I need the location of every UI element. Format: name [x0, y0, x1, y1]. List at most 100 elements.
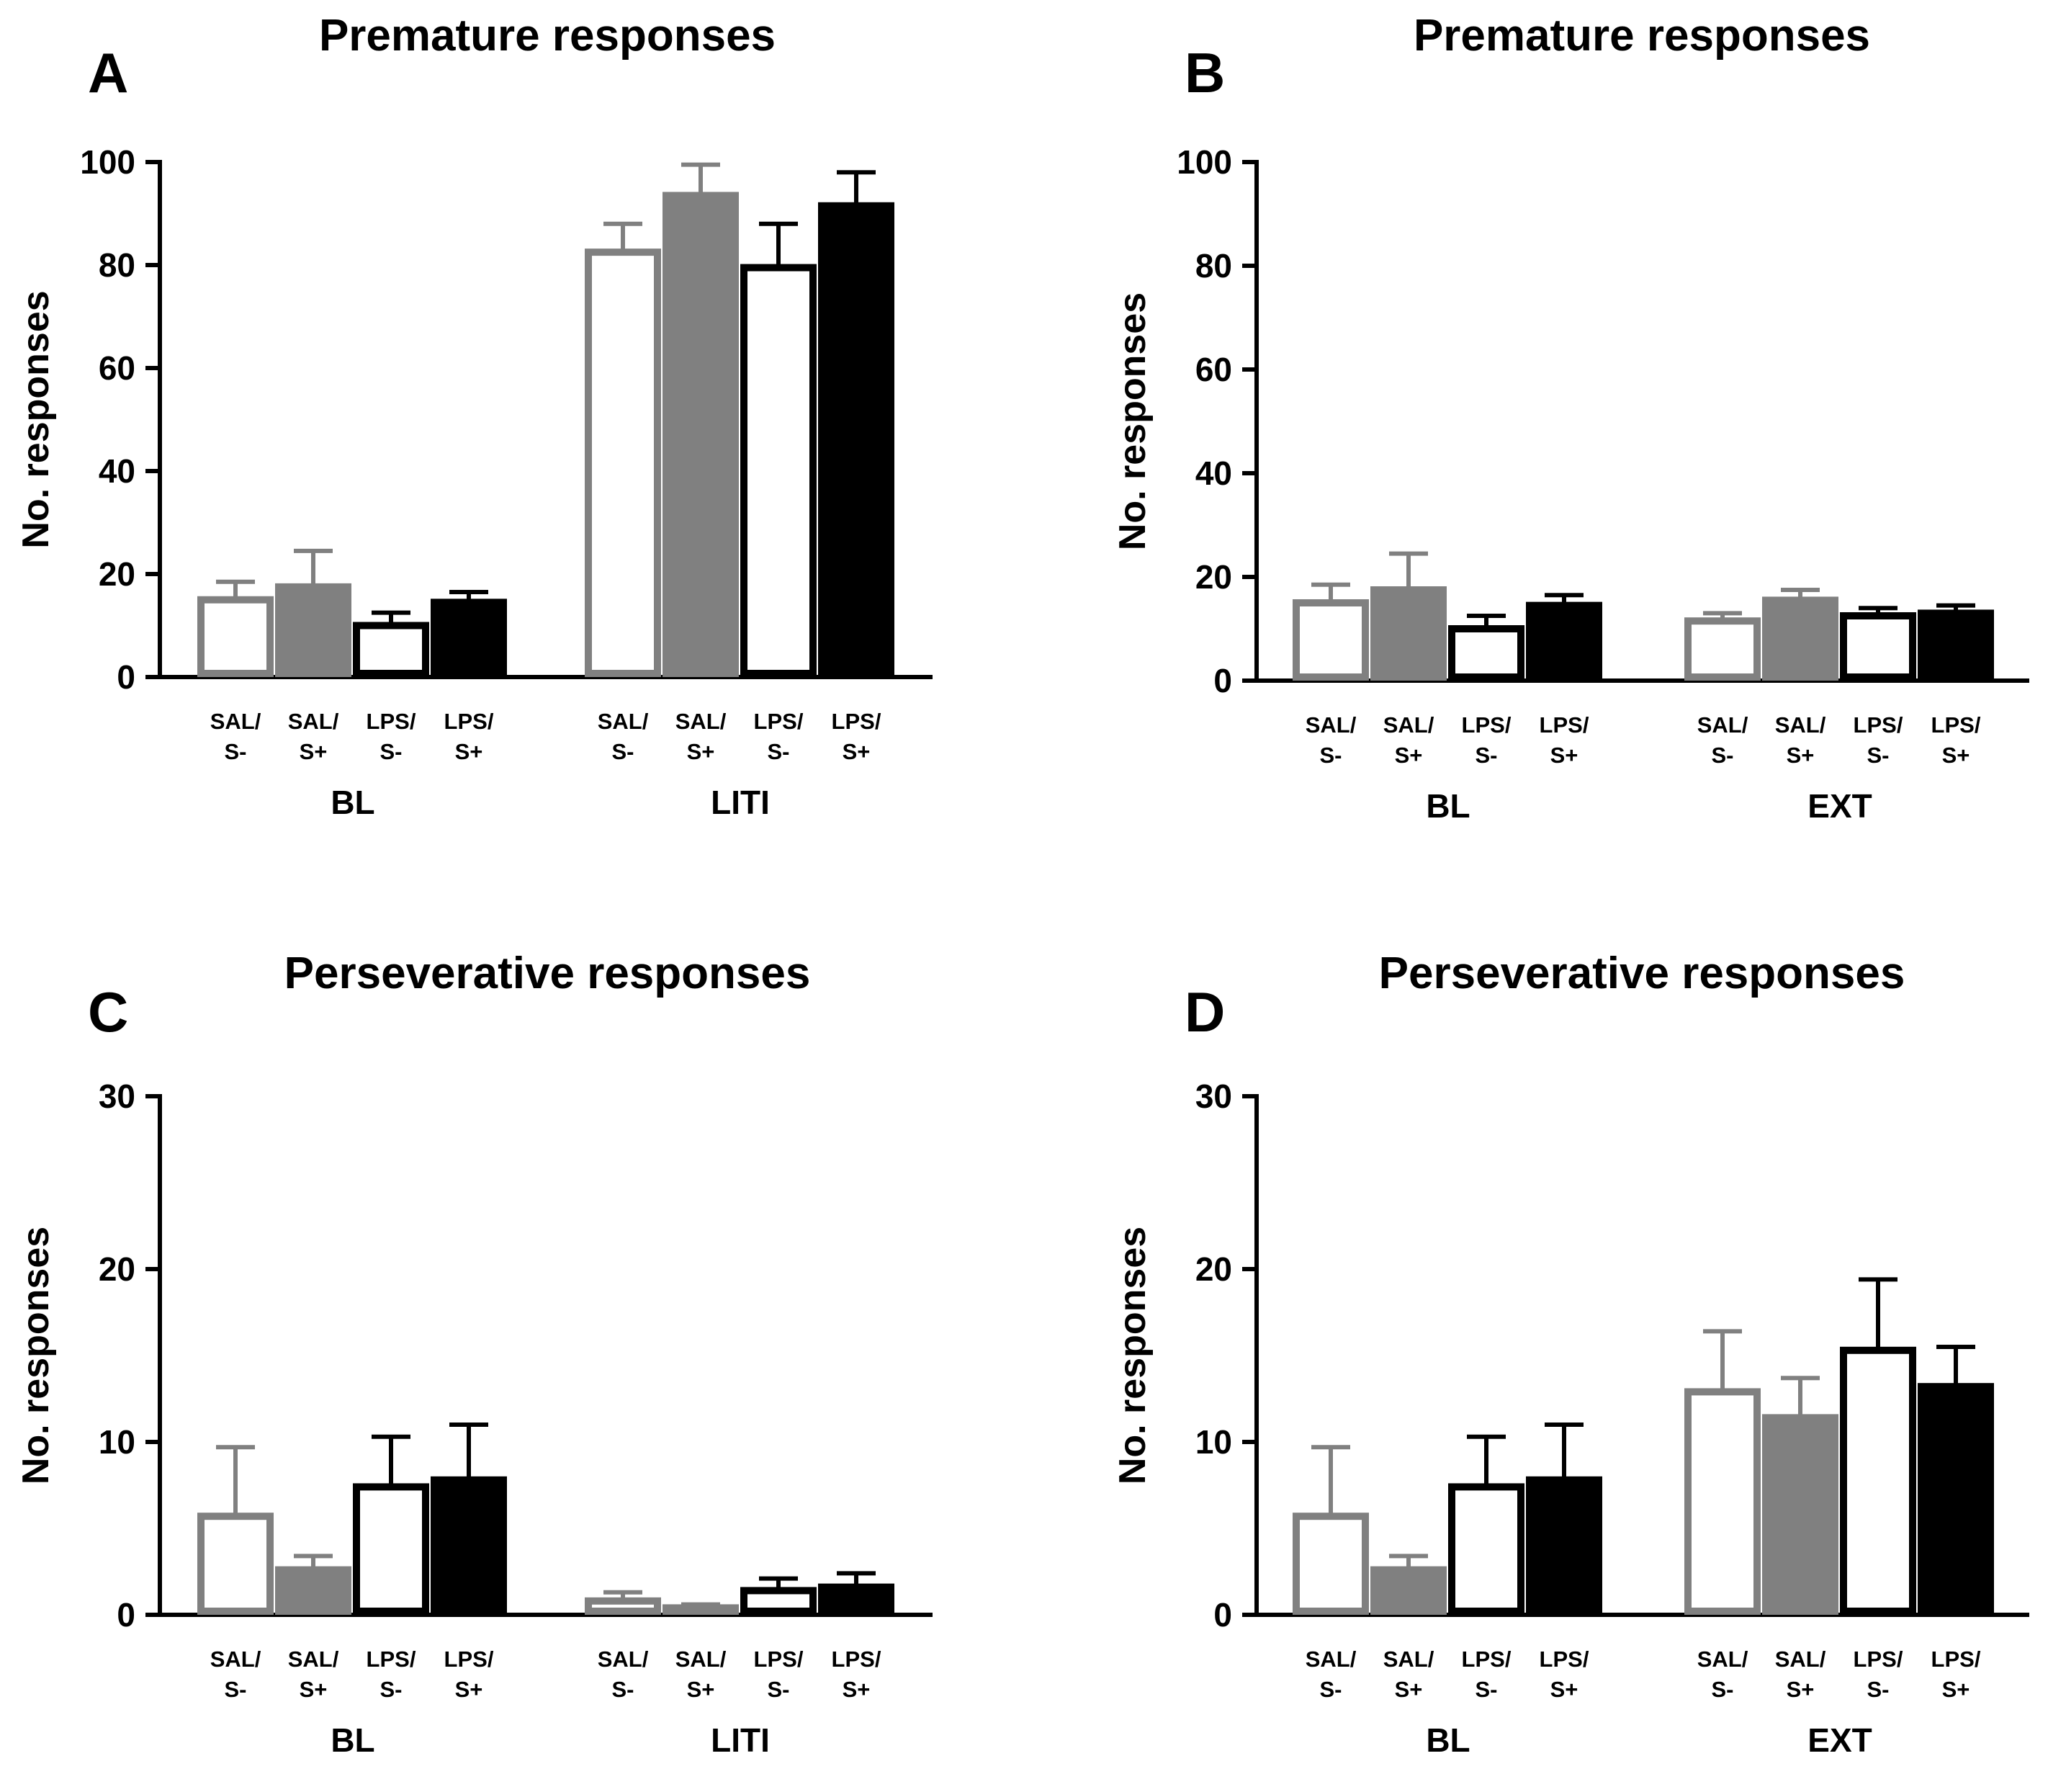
group-label: BL [1426, 787, 1470, 825]
y-tick-label: 100 [80, 143, 135, 181]
bar-bl-lps-s-minus [353, 622, 429, 677]
x-tick-label: S+ [455, 1677, 483, 1702]
panel-title: Perseverative responses [1379, 949, 1905, 998]
x-tick-label: S- [1867, 743, 1890, 768]
x-tick-label: LPS/ [1462, 1647, 1512, 1672]
x-tick-label: LPS/ [1931, 712, 1981, 738]
bar-ext-lps-s-plus [1918, 609, 1994, 681]
x-tick-label: SAL/ [1306, 712, 1357, 738]
bar-ext-lps-s-minus [1840, 612, 1916, 681]
x-tick-label: LPS/ [1854, 1647, 1903, 1672]
y-axis-label: No. responses [15, 290, 57, 548]
x-tick-label: LPS/ [1540, 712, 1589, 738]
x-tick-label: S+ [1787, 743, 1815, 768]
bar-liti-lps-s-plus [818, 1583, 894, 1616]
y-tick-label: 0 [117, 658, 135, 696]
x-tick-label: S- [1320, 1677, 1342, 1702]
panel-letter: A [88, 41, 128, 104]
y-tick-label: 20 [99, 1250, 135, 1288]
x-tick-label: SAL/ [288, 1647, 339, 1672]
x-tick-label: SAL/ [1775, 1647, 1826, 1672]
x-tick-label: S- [1476, 743, 1498, 768]
x-tick-label: S+ [1787, 1677, 1815, 1702]
x-tick-label: SAL/ [1383, 1647, 1434, 1672]
y-axis-label: No. responses [15, 1227, 57, 1484]
group-label: LITI [711, 1721, 770, 1759]
x-tick-label: LPS/ [1931, 1647, 1981, 1672]
x-tick-label: S- [768, 1677, 790, 1702]
y-tick-label: 10 [99, 1423, 135, 1461]
x-tick-label: LPS/ [754, 1647, 804, 1672]
bar-ext-lps-s-minus [1840, 1346, 1916, 1616]
y-tick-label: 20 [1195, 1250, 1232, 1288]
x-tick-label: SAL/ [675, 1647, 727, 1672]
bar-bl-sal-s-plus [275, 1566, 351, 1616]
bar-bl-lps-s-minus [1448, 625, 1524, 681]
x-tick-label: S+ [300, 1677, 328, 1702]
bar-liti-sal-s-minus [585, 248, 661, 677]
bar-liti-sal-s-minus [585, 1597, 661, 1616]
y-tick-label: 60 [1195, 351, 1232, 388]
y-tick-label: 80 [1195, 247, 1232, 285]
x-tick-label: S- [612, 739, 634, 764]
x-tick-label: S+ [1942, 1677, 1970, 1702]
bar-liti-lps-s-plus [818, 202, 894, 677]
x-tick-label: S- [380, 1677, 403, 1702]
group-label: BL [331, 784, 374, 821]
panel-title: Premature responses [319, 11, 776, 61]
y-tick-label: 0 [1213, 662, 1232, 699]
panel-b: Premature responses B 0 20 40 60 80 100 No. re… [1112, 11, 2029, 825]
bar-bl-sal-s-minus [197, 596, 274, 677]
x-tick-label: SAL/ [288, 709, 339, 734]
group-label: EXT [1807, 787, 1872, 825]
y-tick-label: 40 [99, 452, 135, 490]
bar-bl-lps-s-plus [431, 1476, 507, 1616]
bar-bl-lps-s-plus [1526, 601, 1602, 681]
bar-bl-lps-s-minus [353, 1483, 429, 1615]
bar-liti-lps-s-minus [740, 264, 817, 677]
y-axis-label: No. responses [1112, 292, 1154, 550]
x-tick-label: SAL/ [210, 709, 261, 734]
x-tick-label: LPS/ [1854, 712, 1903, 738]
x-tick-label: SAL/ [1306, 1647, 1357, 1672]
bar-bl-lps-s-plus [1526, 1476, 1602, 1616]
x-tick-label: SAL/ [675, 709, 727, 734]
bar-ext-sal-s-plus [1762, 1414, 1838, 1616]
bar-ext-lps-s-plus [1918, 1383, 1994, 1615]
bar-bl-sal-s-plus [1370, 586, 1447, 681]
x-tick-label: SAL/ [1775, 712, 1826, 738]
x-tick-label: LPS/ [832, 709, 881, 734]
x-tick-label: LPS/ [832, 1647, 881, 1672]
x-tick-label: LPS/ [367, 709, 416, 734]
y-tick-label: 80 [99, 246, 135, 284]
y-tick-label: 0 [1213, 1596, 1232, 1634]
group-label: BL [1426, 1721, 1470, 1759]
bar-ext-sal-s-minus [1684, 617, 1761, 681]
y-tick-label: 0 [117, 1596, 135, 1634]
x-tick-label: SAL/ [598, 1647, 649, 1672]
x-tick-label: S- [768, 739, 790, 764]
bar-bl-sal-s-minus [1293, 599, 1369, 681]
x-tick-label: S- [612, 1677, 634, 1702]
x-tick-label: S+ [300, 739, 328, 764]
panel-d: Perseverative responses D 0 10 20 30 No. res… [1112, 949, 2029, 1759]
x-tick-label: S+ [455, 739, 483, 764]
panel-c: Perseverative responses C 0 10 20 30 No. res… [15, 949, 933, 1759]
x-tick-label: LPS/ [1462, 712, 1512, 738]
x-tick-label: S+ [843, 1677, 871, 1702]
group-label: EXT [1807, 1721, 1872, 1759]
bar-bl-sal-s-plus [275, 583, 351, 677]
x-tick-label: S- [380, 739, 403, 764]
x-tick-label: S+ [687, 739, 715, 764]
bar-bl-sal-s-minus [1293, 1513, 1369, 1615]
y-tick-label: 20 [99, 555, 135, 593]
x-tick-label: SAL/ [1383, 712, 1434, 738]
x-tick-label: S+ [1395, 1677, 1423, 1702]
x-tick-label: LPS/ [367, 1647, 416, 1672]
y-tick-label: 40 [1195, 454, 1232, 492]
bar-bl-sal-s-plus [1370, 1566, 1447, 1616]
panel-title: Perseverative responses [284, 949, 811, 998]
x-tick-label: LPS/ [444, 709, 494, 734]
x-tick-label: S- [1712, 1677, 1734, 1702]
